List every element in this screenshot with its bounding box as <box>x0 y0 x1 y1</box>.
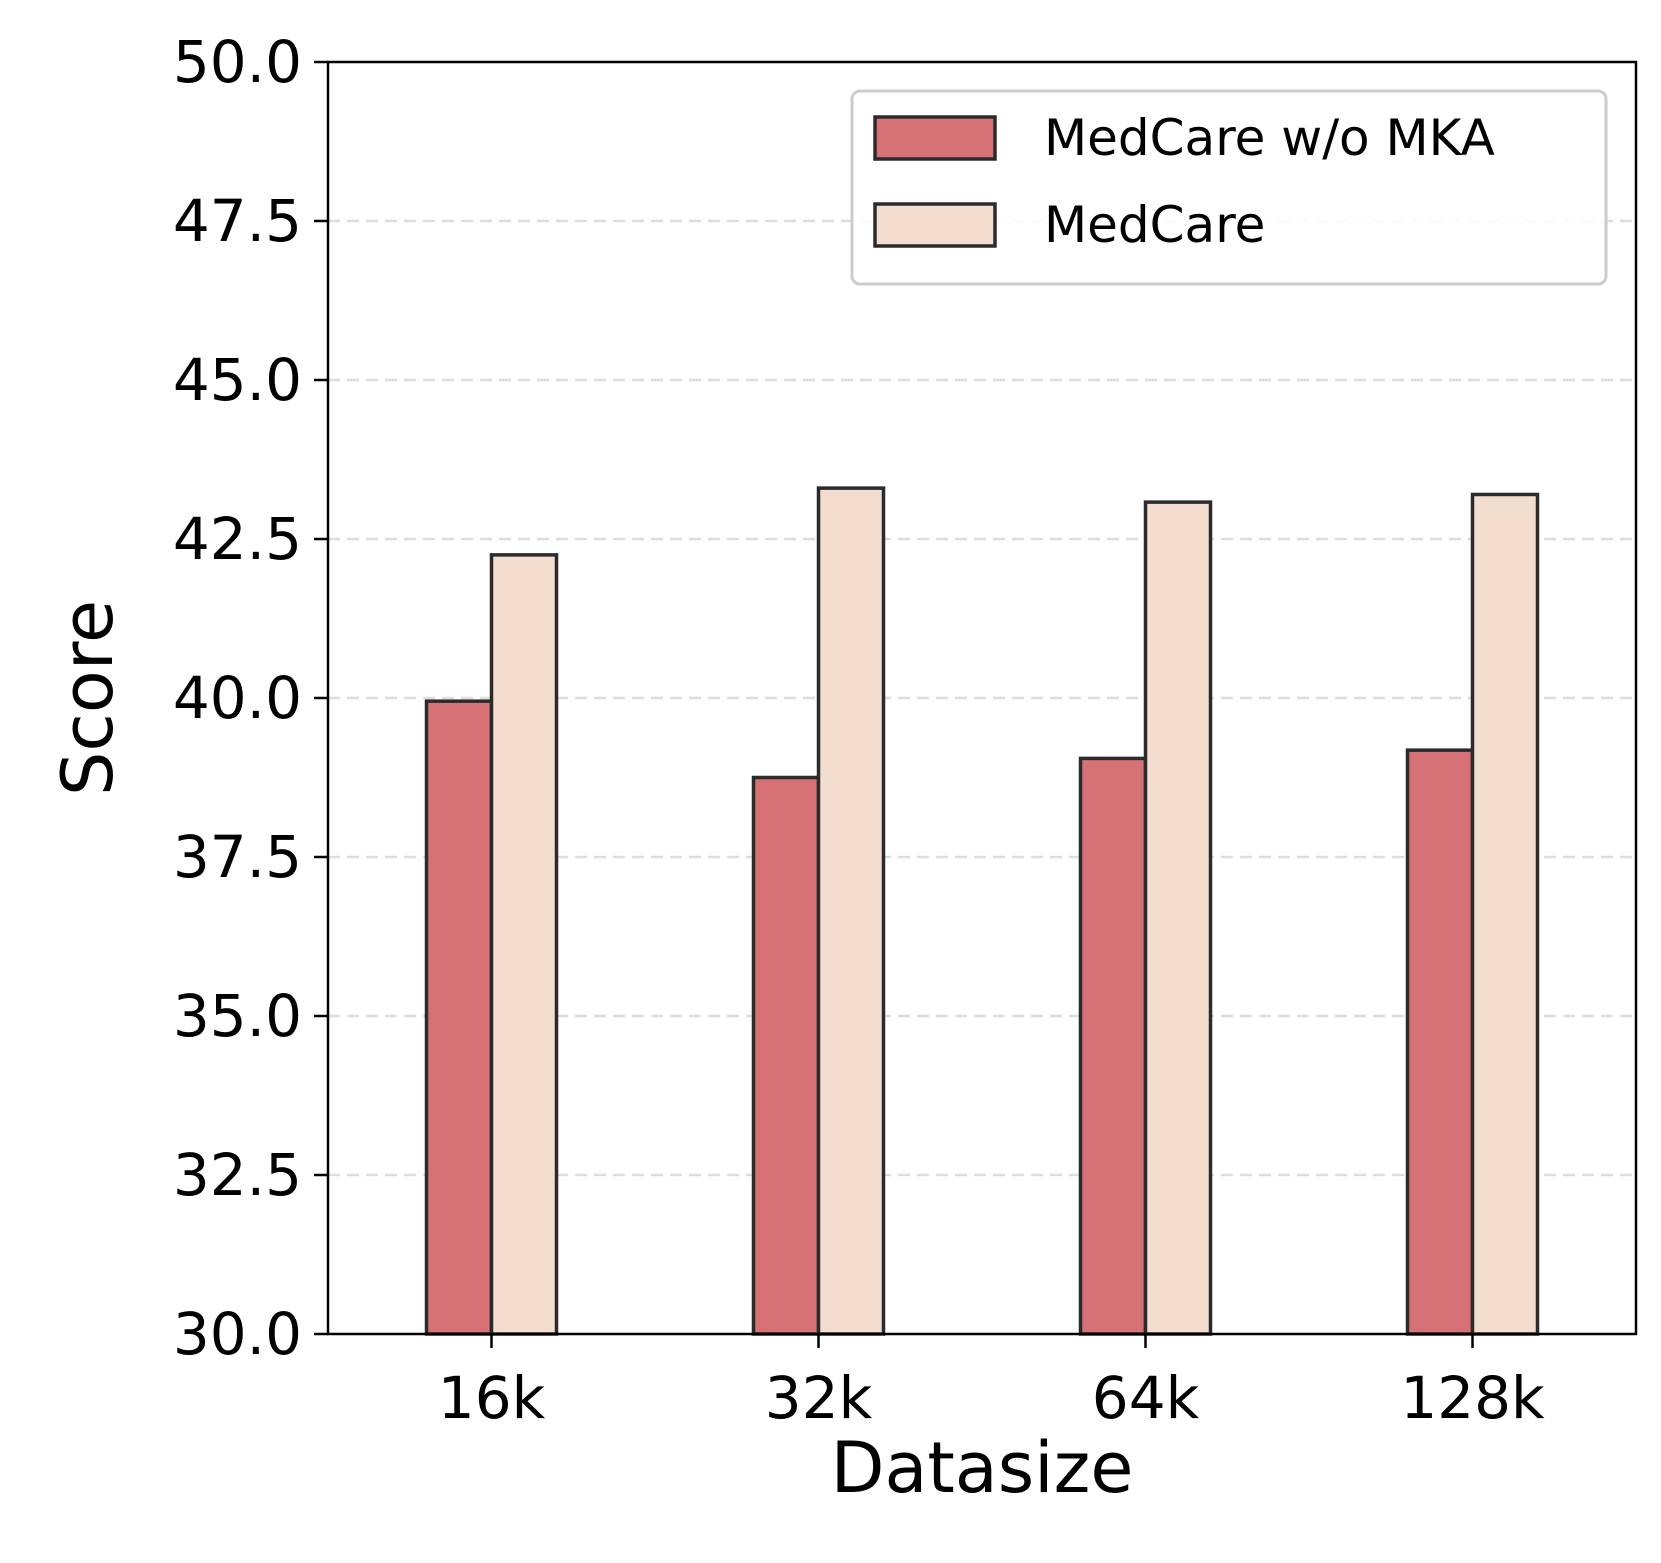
legend-box <box>850 89 1608 286</box>
y-tick-label: 40.0 <box>173 664 302 732</box>
x-axis-title: Datasize <box>831 1427 1134 1509</box>
x-axis-ticks: 16k 32k 64k 128k <box>438 1334 1545 1432</box>
y-tick-label: 45.0 <box>173 346 302 414</box>
x-tick-label: 64k <box>1092 1364 1200 1432</box>
y-axis-title: Score <box>47 600 129 796</box>
y-tick-label: 30.0 <box>173 1300 302 1368</box>
bar-medcare-wo-mka-16k <box>424 699 494 1336</box>
legend-swatch-medcare <box>873 202 997 248</box>
x-tick-label: 16k <box>438 1364 546 1432</box>
bar-medcare-wo-mka-64k <box>1078 756 1148 1336</box>
legend-label-medcare-wo-mka: MedCare w/o MKA <box>1044 109 1495 167</box>
y-axis-ticks: 30.0 32.5 35.0 37.5 40.0 42.5 45.0 47.5 50.0 <box>173 28 328 1368</box>
y-tick-label: 47.5 <box>173 187 302 255</box>
x-tick-label: 128k <box>1400 1364 1545 1432</box>
y-tick-label: 35.0 <box>173 982 302 1050</box>
y-tick-label: 32.5 <box>173 1141 302 1209</box>
x-tick-label: 32k <box>765 1364 873 1432</box>
bar-medcare-wo-mka-128k <box>1405 748 1475 1336</box>
legend: MedCare w/o MKA MedCare <box>850 89 1608 286</box>
y-tick-label: 42.5 <box>173 505 302 573</box>
legend-swatch-medcare-wo-mka <box>873 115 997 161</box>
bar-medcare-16k <box>489 553 559 1336</box>
bars <box>424 486 1540 1336</box>
y-tick-label: 37.5 <box>173 823 302 891</box>
bar-medcare-128k <box>1470 492 1540 1336</box>
legend-label-medcare: MedCare <box>1044 196 1265 254</box>
bar-medcare-wo-mka-32k <box>751 775 821 1336</box>
y-tick-label: 50.0 <box>173 28 302 96</box>
bar-medcare-32k <box>816 486 886 1336</box>
bar-medcare-64k <box>1143 500 1213 1336</box>
